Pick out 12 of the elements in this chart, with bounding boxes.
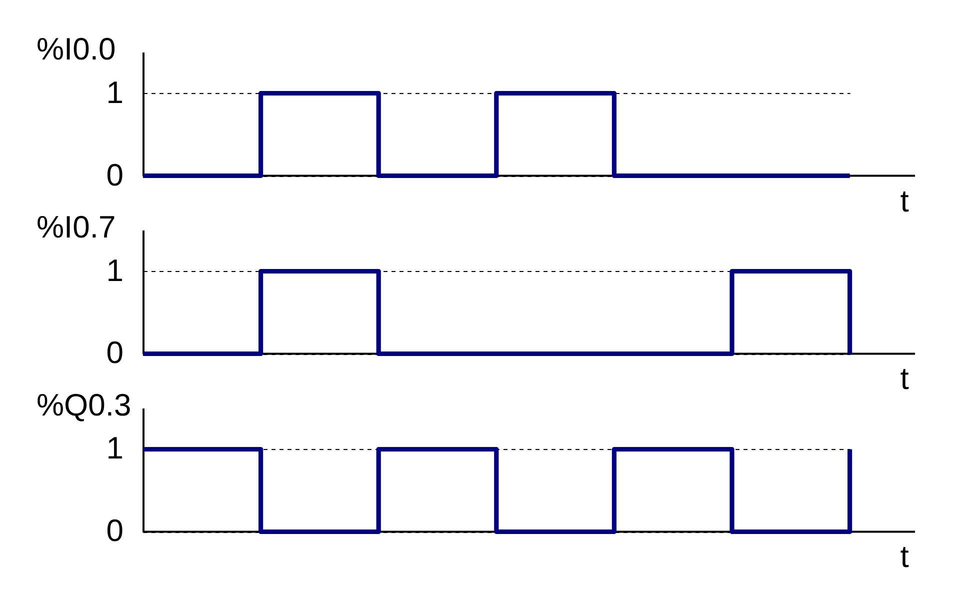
y-tick-label: 0 bbox=[106, 335, 124, 370]
y-axis-title: %Q0.3 bbox=[36, 388, 132, 422]
y-tick-label: 1 bbox=[106, 252, 124, 288]
y-tick-label: 1 bbox=[106, 430, 124, 466]
y-axis-title: %I0.0 bbox=[36, 32, 116, 66]
y-tick-label: 1 bbox=[106, 74, 124, 110]
x-axis-title: t bbox=[900, 361, 910, 396]
y-tick-label: 0 bbox=[106, 157, 124, 192]
x-axis-title: t bbox=[900, 183, 910, 218]
y-tick-label: 0 bbox=[106, 513, 124, 548]
x-axis-title: t bbox=[900, 539, 910, 574]
y-axis-title: %I0.7 bbox=[36, 210, 116, 244]
